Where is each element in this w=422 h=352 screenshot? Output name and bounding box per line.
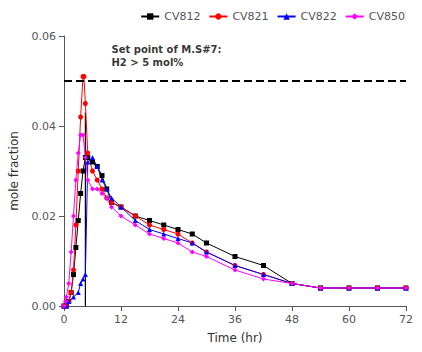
svg-text:48: 48: [285, 313, 299, 326]
svg-text:0: 0: [61, 313, 68, 326]
svg-text:H2 > 5 mol%: H2 > 5 mol%: [112, 57, 184, 68]
svg-text:CV850: CV850: [369, 10, 405, 23]
svg-text:24: 24: [171, 313, 185, 326]
svg-text:mole fraction: mole fraction: [7, 131, 21, 211]
svg-text:0.04: 0.04: [32, 120, 57, 133]
svg-text:CV812: CV812: [164, 10, 200, 23]
svg-text:Time (hr): Time (hr): [206, 331, 262, 345]
svg-text:72: 72: [399, 313, 413, 326]
svg-text:CV821: CV821: [232, 10, 268, 23]
svg-text:0.06: 0.06: [32, 30, 57, 43]
svg-text:0.02: 0.02: [32, 210, 57, 223]
svg-text:0.00: 0.00: [32, 300, 57, 313]
svg-text:Set point of M.S#7:: Set point of M.S#7:: [112, 44, 222, 55]
svg-text:CV822: CV822: [301, 10, 337, 23]
svg-text:36: 36: [228, 313, 242, 326]
svg-text:12: 12: [114, 313, 128, 326]
svg-text:60: 60: [342, 313, 356, 326]
